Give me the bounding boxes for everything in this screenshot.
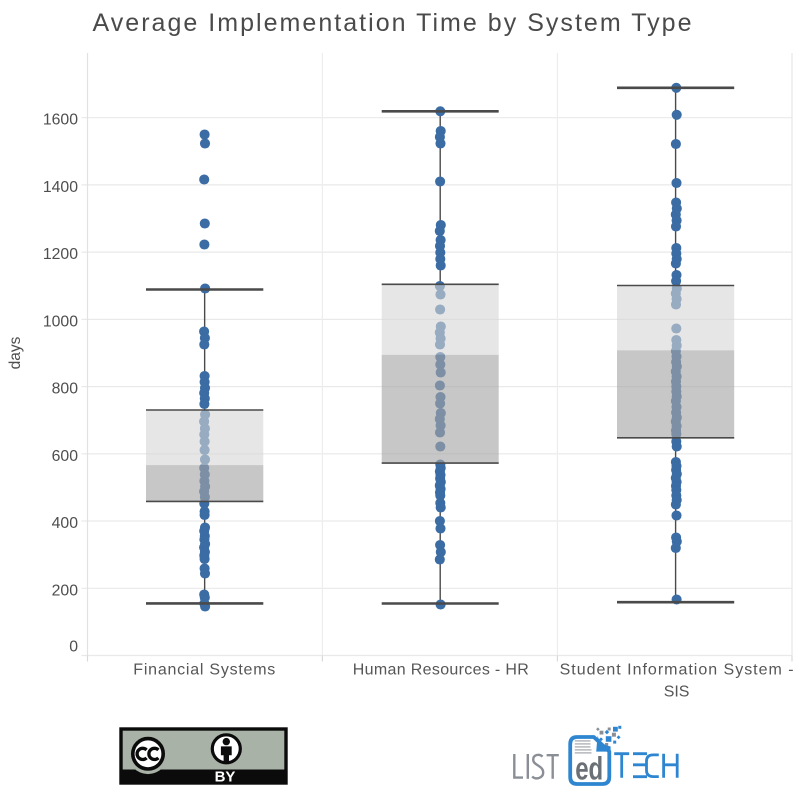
svg-text:Human Resources - HR: Human Resources - HR [353, 662, 529, 679]
svg-text:days: days [7, 336, 24, 369]
svg-text:1200: 1200 [43, 246, 78, 263]
svg-text:600: 600 [52, 448, 79, 465]
svg-text:BY: BY [215, 769, 236, 786]
svg-text:1400: 1400 [43, 179, 78, 196]
svg-text:SIS: SIS [664, 684, 690, 701]
svg-text:800: 800 [52, 381, 79, 398]
svg-text:Financial Systems: Financial Systems [133, 662, 275, 679]
svg-text:400: 400 [52, 515, 79, 532]
svg-text:1600: 1600 [43, 112, 78, 129]
svg-text:200: 200 [52, 582, 79, 599]
svg-text:ed: ed [575, 750, 603, 786]
svg-text:Average Implementation Time by: Average Implementation Time by System Ty… [93, 9, 692, 37]
svg-text:0: 0 [69, 639, 78, 656]
svg-text:1000: 1000 [43, 313, 78, 330]
svg-text:Student Information System -: Student Information System - [560, 662, 794, 679]
